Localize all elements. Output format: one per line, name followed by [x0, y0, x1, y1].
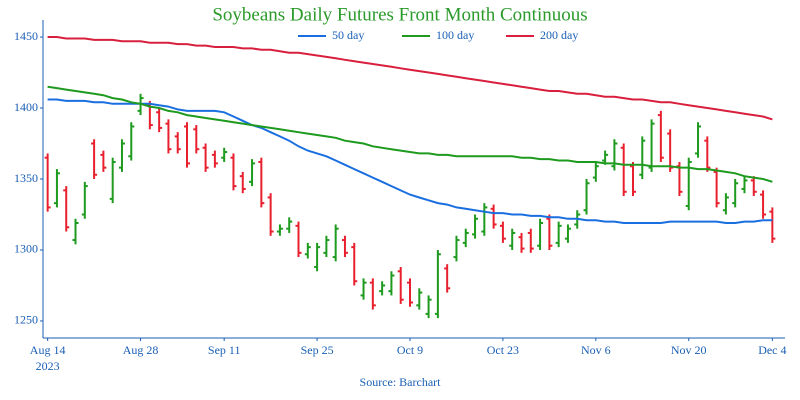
y-tick-label: 1350 [14, 171, 38, 185]
x-tick-label: Oct 23 [487, 343, 519, 357]
y-tick-label: 1250 [14, 313, 38, 327]
x-tick-label: Nov 20 [671, 343, 707, 357]
y-tick-label: 1400 [14, 100, 38, 114]
x-year-label: 2023 [36, 359, 60, 373]
x-tick-label: Oct 9 [397, 343, 423, 357]
ma-line [47, 85, 773, 183]
x-tick-label: Sep 11 [208, 343, 241, 357]
y-tick-label: 1300 [14, 242, 38, 256]
x-tick-label: Aug 14 [30, 343, 66, 357]
source-note: Source: Barchart [360, 375, 442, 389]
legend-label: 50 day [332, 28, 364, 42]
ma-line [47, 36, 773, 121]
legend-label: 100 day [436, 28, 474, 42]
x-tick-label: Aug 28 [123, 343, 159, 357]
y-tick-label: 1450 [14, 29, 38, 43]
legend-label: 200 day [540, 28, 578, 42]
chart-title: Soybeans Daily Futures Front Month Conti… [212, 4, 587, 25]
ma-line [47, 98, 773, 224]
x-tick-label: Dec 4 [758, 343, 786, 357]
x-tick-label: Sep 25 [301, 343, 334, 357]
x-tick-label: Nov 6 [581, 343, 611, 357]
